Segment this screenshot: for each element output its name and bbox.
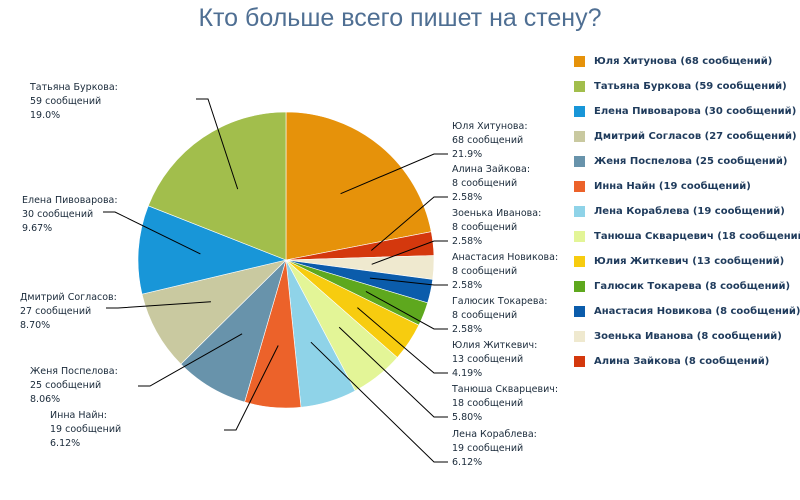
legend-label: Юля Хитунова (68 сообщений) — [594, 55, 773, 67]
legend-label: Юлия Житкевич (13 сообщений) — [594, 255, 785, 267]
legend-item[interactable]: Анастасия Новикова (8 сообщений) — [574, 303, 800, 319]
legend-label: Зоенька Иванова (8 сообщений) — [594, 330, 782, 342]
slice-label-зоенька-иванова: Зоенька Иванова: 8 сообщений 2.58% — [452, 208, 541, 247]
legend-swatch — [574, 130, 585, 142]
legend-swatch — [574, 205, 585, 217]
leader-line — [310, 341, 448, 463]
leader-line — [106, 301, 211, 309]
legend-swatch — [574, 155, 585, 167]
legend-label: Анастасия Новикова (8 сообщений) — [594, 305, 800, 317]
legend-item[interactable]: Галюсик Токарева (8 сообщений) — [574, 278, 790, 294]
legend-swatch — [574, 180, 585, 192]
legend-swatch — [574, 330, 585, 342]
leader-line — [369, 277, 448, 286]
legend-swatch — [574, 255, 585, 267]
leader-line — [103, 211, 201, 255]
legend-item[interactable]: Зоенька Иванова (8 сообщений) — [574, 328, 782, 344]
slice-label-юлия-житкевич: Юлия Житкевич: 13 сообщений 4.19% — [452, 340, 537, 379]
slice-label-лена-кораблева: Лена Кораблева: 19 сообщений 6.12% — [452, 429, 537, 468]
leader-line — [370, 196, 448, 251]
legend-label: Танюша Скварцевич (18 сообщений) — [594, 230, 800, 242]
legend-swatch — [574, 55, 585, 67]
slice-label-елена-пивоварова: Елена Пивоварова: 30 сообщений 9.67% — [22, 195, 118, 234]
slice-label-галюсик-токарева: Галюсик Токарева: 8 сообщений 2.58% — [452, 296, 548, 335]
slice-label-анастасия-новикова: Анастасия Новикова: 8 сообщений 2.58% — [452, 252, 558, 291]
legend-item[interactable]: Дмитрий Согласов (27 сообщений) — [574, 128, 797, 144]
legend-label: Татьяна Буркова (59 сообщений) — [594, 80, 787, 92]
legend-item[interactable]: Татьяна Буркова (59 сообщений) — [574, 78, 787, 94]
legend-swatch — [574, 280, 585, 292]
leader-line — [338, 326, 448, 418]
legend-label: Дмитрий Согласов (27 сообщений) — [594, 130, 797, 142]
legend-label: Женя Поспелова (25 сообщений) — [594, 155, 788, 167]
legend-item[interactable]: Лена Кораблева (19 сообщений) — [574, 203, 785, 219]
leader-line — [365, 290, 448, 330]
legend-label: Елена Пивоварова (30 сообщений) — [594, 105, 797, 117]
slice-label-юля-хитунова: Юля Хитунова: 68 сообщений 21.9% — [452, 121, 528, 160]
pie-slice-елена-пивоварова — [137, 205, 287, 295]
legend-item[interactable]: Женя Поспелова (25 сообщений) — [574, 153, 787, 169]
leader-line — [138, 333, 243, 387]
legend-item[interactable]: Юля Хитунова (68 сообщений) — [574, 53, 772, 69]
legend-item[interactable]: Елена Пивоварова (30 сообщений) — [574, 103, 796, 119]
legend-label: Галюсик Токарева (8 сообщений) — [594, 280, 791, 292]
slice-label-алина-зайкова: Алина Зайкова: 8 сообщений 2.58% — [452, 164, 530, 203]
slice-label-татьяна-буркова: Татьяна Буркова: 59 сообщений 19.0% — [29, 82, 118, 121]
legend-swatch — [574, 355, 585, 367]
pie-slice-татьяна-буркова — [147, 111, 287, 261]
legend-swatch — [574, 230, 585, 242]
legend-swatch — [574, 305, 585, 317]
legend-label: Алина Зайкова (8 сообщений) — [594, 355, 770, 367]
legend-label: Лена Кораблева (19 сообщений) — [594, 205, 785, 217]
slice-label-дмитрий-согласов: Дмитрий Согласов: 27 сообщений 8.70% — [20, 292, 117, 331]
legend-item[interactable]: Инна Найн (19 сообщений) — [574, 178, 751, 194]
legend-label: Инна Найн (19 сообщений) — [594, 180, 751, 192]
leader-line — [340, 153, 448, 195]
slice-label-женя-поспелова: Женя Поспелова: 25 сообщений 8.06% — [30, 366, 118, 405]
chart-title: Кто больше всего пишет на стену? — [198, 4, 602, 32]
leader-line — [224, 345, 279, 431]
leader-line — [357, 307, 448, 374]
leader-line — [371, 240, 448, 265]
legend-swatch — [574, 105, 585, 117]
slice-label-танюша-скварцевич: Танюша Скварцевич: 18 сообщений 5.80% — [451, 384, 558, 423]
legend-item[interactable]: Юлия Житкевич (13 сообщений) — [574, 253, 784, 269]
leader-line — [196, 98, 239, 190]
slice-label-инна-найн: Инна Найн: 19 сообщений 6.12% — [50, 410, 121, 449]
legend-item[interactable]: Танюша Скварцевич (18 сообщений) — [574, 228, 800, 244]
legend-swatch — [574, 80, 585, 92]
legend-item[interactable]: Алина Зайкова (8 сообщений) — [574, 353, 769, 369]
